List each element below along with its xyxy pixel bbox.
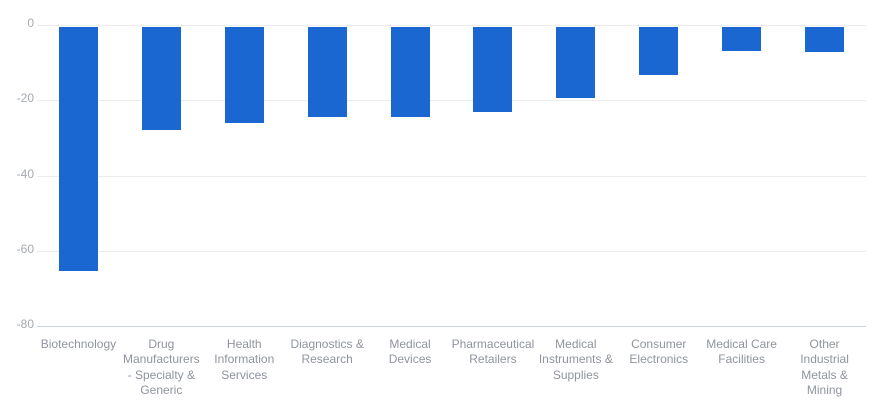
y-gridline: [37, 100, 866, 102]
x-tick-label: Biotechnology: [40, 336, 117, 351]
y-gridline: [37, 250, 866, 252]
y-tick-label: -60: [16, 241, 34, 256]
x-tick-label: Medical Devices: [388, 336, 432, 367]
bar-other-industrial-metals-mining[interactable]: [805, 27, 845, 53]
x-tick-label: Other Industrial Metals & Mining: [800, 336, 849, 398]
y-tick-label: 0: [27, 16, 34, 30]
x-tick-label: Drug Manufacturers - Specialty & Generic: [122, 336, 200, 398]
y-gridline: [37, 25, 866, 26]
x-tick-label: Pharmaceutical Retailers: [451, 336, 535, 367]
x-tick-label: Diagnostics & Research: [290, 336, 364, 367]
y-tick-label: -40: [16, 166, 34, 181]
bar-diagnostics-research[interactable]: [307, 27, 347, 118]
x-tick-label: Medical Care Facilities: [706, 336, 777, 367]
x-tick-label: Medical Instruments & Supplies: [538, 336, 613, 382]
bar-medical-care-facilities[interactable]: [722, 27, 762, 52]
bar-biotechnology[interactable]: [58, 27, 98, 272]
x-tick-label: Health Information Services: [214, 336, 275, 382]
y-tick-label: -80: [16, 317, 34, 331]
bar-consumer-electronics[interactable]: [639, 27, 679, 76]
bar-medical-devices[interactable]: [390, 27, 430, 118]
bar-medical-instruments-supplies[interactable]: [556, 27, 596, 99]
bar-drug-manufacturers-specialty-generic[interactable]: [141, 27, 181, 131]
x-tick-label: Consumer Electronics: [629, 336, 689, 367]
bar-health-information-services[interactable]: [224, 27, 264, 123]
bar-pharmaceutical-retailers[interactable]: [473, 27, 513, 112]
y-gridline: [37, 175, 866, 177]
x-axis-line: [37, 326, 866, 327]
y-tick-label: -20: [16, 91, 34, 106]
